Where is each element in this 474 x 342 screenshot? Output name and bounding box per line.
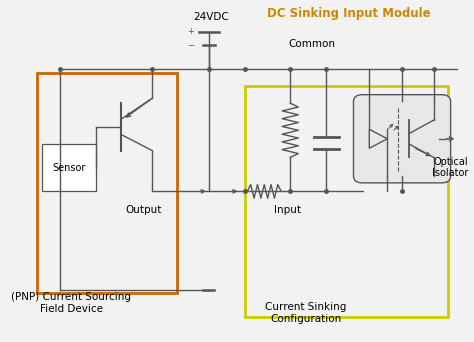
Text: (PNP) Current Sourcing
Field Device: (PNP) Current Sourcing Field Device — [11, 292, 131, 314]
Text: Sensor: Sensor — [52, 162, 85, 173]
Text: Output: Output — [125, 205, 162, 215]
FancyBboxPatch shape — [42, 144, 96, 192]
Text: −: − — [187, 41, 194, 50]
Text: Optical
Isolator: Optical Isolator — [432, 157, 469, 179]
Text: Current Sinking
Configuration: Current Sinking Configuration — [265, 302, 346, 324]
Text: DC Sinking Input Module: DC Sinking Input Module — [267, 7, 431, 20]
Text: Common: Common — [288, 39, 335, 49]
FancyBboxPatch shape — [354, 95, 451, 183]
Text: Input: Input — [274, 205, 301, 215]
Text: +: + — [187, 27, 194, 36]
Text: 24VDC: 24VDC — [193, 12, 229, 22]
